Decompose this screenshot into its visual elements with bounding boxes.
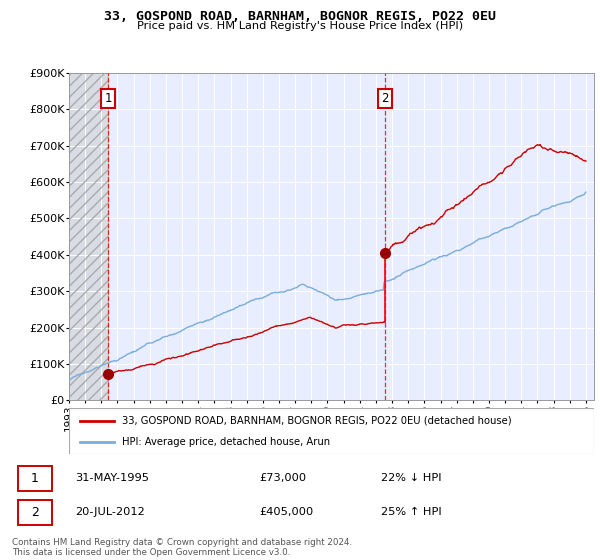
Text: £73,000: £73,000	[260, 473, 307, 483]
Bar	[69, 73, 108, 400]
Text: 25% ↑ HPI: 25% ↑ HPI	[380, 507, 442, 517]
FancyBboxPatch shape	[18, 465, 52, 491]
Text: £405,000: £405,000	[260, 507, 314, 517]
Text: 1: 1	[104, 92, 112, 105]
Text: 33, GOSPOND ROAD, BARNHAM, BOGNOR REGIS, PO22 0EU (detached house): 33, GOSPOND ROAD, BARNHAM, BOGNOR REGIS,…	[121, 416, 511, 426]
Text: 33, GOSPOND ROAD, BARNHAM, BOGNOR REGIS, PO22 0EU: 33, GOSPOND ROAD, BARNHAM, BOGNOR REGIS,…	[104, 10, 496, 22]
Text: 2: 2	[381, 92, 389, 105]
Text: 2: 2	[31, 506, 39, 519]
FancyBboxPatch shape	[18, 500, 52, 525]
Text: Contains HM Land Registry data © Crown copyright and database right 2024.
This d: Contains HM Land Registry data © Crown c…	[12, 538, 352, 557]
Text: 22% ↓ HPI: 22% ↓ HPI	[380, 473, 441, 483]
Text: Price paid vs. HM Land Registry's House Price Index (HPI): Price paid vs. HM Land Registry's House …	[137, 21, 463, 31]
Text: 1: 1	[31, 472, 39, 484]
Text: 31-MAY-1995: 31-MAY-1995	[76, 473, 149, 483]
Bar	[69, 73, 108, 400]
Text: 20-JUL-2012: 20-JUL-2012	[76, 507, 145, 517]
Text: HPI: Average price, detached house, Arun: HPI: Average price, detached house, Arun	[121, 437, 329, 447]
FancyBboxPatch shape	[69, 408, 594, 454]
